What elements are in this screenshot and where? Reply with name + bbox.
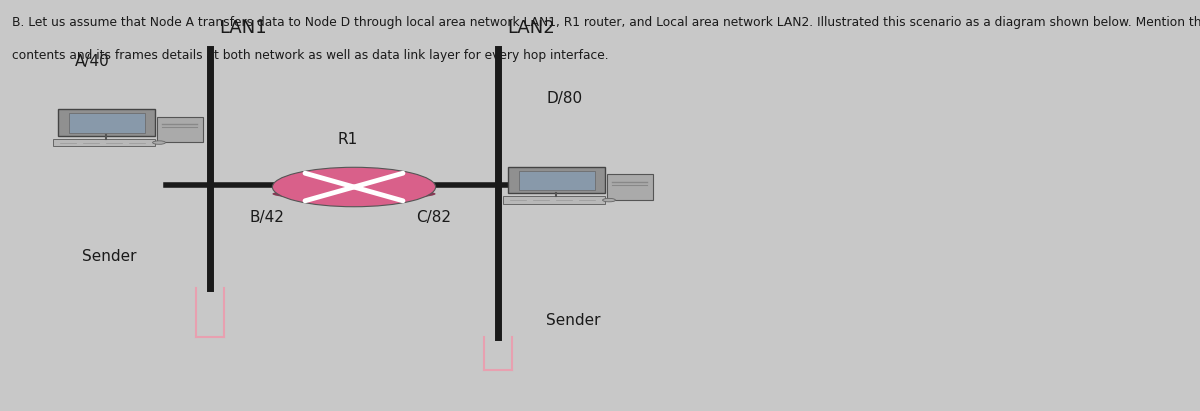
FancyBboxPatch shape: [607, 174, 653, 200]
Text: LAN2: LAN2: [508, 19, 556, 37]
Text: Sender: Sender: [82, 249, 136, 264]
Text: LAN1: LAN1: [220, 19, 268, 37]
Text: A/40: A/40: [74, 54, 109, 69]
Text: B/42: B/42: [250, 210, 284, 225]
Text: B. Let us assume that Node A transfers data to Node D through local area network: B. Let us assume that Node A transfers d…: [12, 16, 1200, 30]
Text: Sender: Sender: [546, 313, 600, 328]
Text: C/82: C/82: [416, 210, 451, 225]
FancyBboxPatch shape: [503, 196, 605, 203]
FancyBboxPatch shape: [508, 166, 605, 194]
Text: R1: R1: [338, 132, 358, 147]
Ellipse shape: [152, 141, 166, 144]
FancyBboxPatch shape: [70, 113, 145, 133]
Ellipse shape: [272, 188, 436, 200]
FancyBboxPatch shape: [58, 109, 155, 136]
Text: D/80: D/80: [546, 91, 582, 106]
Text: contents and its frames details at both network as well as data link layer for e: contents and its frames details at both …: [12, 49, 608, 62]
Ellipse shape: [272, 167, 436, 207]
FancyBboxPatch shape: [157, 117, 203, 142]
FancyBboxPatch shape: [520, 171, 595, 190]
FancyBboxPatch shape: [53, 139, 155, 146]
Ellipse shape: [602, 199, 616, 202]
